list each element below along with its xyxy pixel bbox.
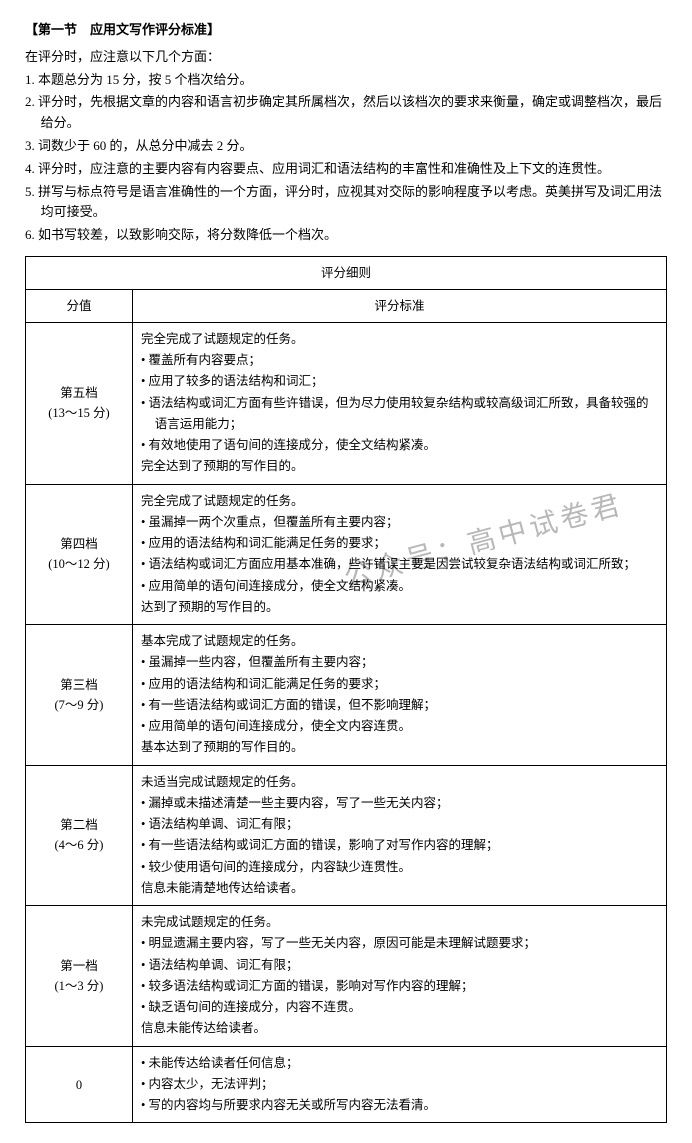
criteria-text: 未适当完成试题规定的任务。 bbox=[141, 772, 658, 793]
tier-range: (10～12 分) bbox=[34, 554, 124, 574]
criteria-bullet: • 有一些语法结构或词汇方面的错误，影响了对写作内容的理解； bbox=[141, 835, 658, 856]
tier-range: (4～6 分) bbox=[34, 835, 124, 855]
rule-1: 1. 本题总分为 15 分，按 5 个档次给分。 bbox=[25, 70, 667, 91]
table-header-row-main: 评分细则 bbox=[26, 256, 667, 289]
tier-label: 第一档 bbox=[34, 956, 124, 976]
criteria-text: 完全达到了预期的写作目的。 bbox=[141, 456, 658, 477]
criteria-bullet: • 虽漏掉一两个次重点，但覆盖所有主要内容； bbox=[141, 512, 658, 533]
criteria-bullet: • 未能传达给读者任何信息； bbox=[141, 1053, 658, 1074]
criteria-bullet: • 明显遗漏主要内容，写了一些无关内容，原因可能是未理解试题要求； bbox=[141, 933, 658, 954]
criteria-text: 达到了预期的写作目的。 bbox=[141, 597, 658, 618]
table-row: 0 • 未能传达给读者任何信息；• 内容太少，无法评判；• 写的内容均与所要求内容… bbox=[26, 1046, 667, 1123]
criteria-bullet: • 缺乏语句间的连接成分，内容不连贯。 bbox=[141, 997, 658, 1018]
criteria-cell: 完全完成了试题规定的任务。• 覆盖所有内容要点；• 应用了较多的语法结构和词汇；… bbox=[133, 322, 667, 484]
criteria-text: 基本完成了试题规定的任务。 bbox=[141, 631, 658, 652]
criteria-text: 完全完成了试题规定的任务。 bbox=[141, 329, 658, 350]
section-title: 【第一节 应用文写作评分标准】 bbox=[25, 20, 667, 41]
table-row: 第二档(4～6 分)未适当完成试题规定的任务。• 漏掉或未描述清楚一些主要内容，… bbox=[26, 765, 667, 906]
criteria-bullet: • 语法结构或词汇方面应用基本准确，些许错误主要是因尝试较复杂语法结构或词汇所致… bbox=[141, 554, 658, 575]
rule-6: 6. 如书写较差，以致影响交际，将分数降低一个档次。 bbox=[25, 225, 667, 246]
tier-label: 第二档 bbox=[34, 815, 124, 835]
score-cell: 第二档(4～6 分) bbox=[26, 765, 133, 906]
table-row: 第一档(1～3 分)未完成试题规定的任务。• 明显遗漏主要内容，写了一些无关内容… bbox=[26, 906, 667, 1047]
tier-label: 0 bbox=[34, 1075, 124, 1095]
criteria-bullet: • 语法结构或词汇方面有些许错误，但为尽力使用较复杂结构或较高级词汇所致，具备较… bbox=[141, 393, 658, 436]
criteria-bullet: • 有效地使用了语句间的连接成分，使全文结构紧凑。 bbox=[141, 435, 658, 456]
criteria-bullet: • 有一些语法结构或词汇方面的错误，但不影响理解； bbox=[141, 695, 658, 716]
criteria-cell: 完全完成了试题规定的任务。• 虽漏掉一两个次重点，但覆盖所有主要内容；• 应用的… bbox=[133, 484, 667, 625]
rule-3: 3. 词数少于 60 的，从总分中减去 2 分。 bbox=[25, 136, 667, 157]
criteria-bullet: • 漏掉或未描述清楚一些主要内容，写了一些无关内容； bbox=[141, 793, 658, 814]
criteria-text: 基本达到了预期的写作目的。 bbox=[141, 737, 658, 758]
table-row: 第三档(7～9 分)基本完成了试题规定的任务。• 虽漏掉一些内容，但覆盖所有主要… bbox=[26, 625, 667, 766]
table-row: 第五档(13～15 分)完全完成了试题规定的任务。• 覆盖所有内容要点；• 应用… bbox=[26, 322, 667, 484]
table-header-row-cols: 分值 评分标准 bbox=[26, 289, 667, 322]
criteria-bullet: • 应用了较多的语法结构和词汇； bbox=[141, 371, 658, 392]
rubric-table: 评分细则 分值 评分标准 第五档(13～15 分)完全完成了试题规定的任务。• … bbox=[25, 256, 667, 1124]
intro-line: 在评分时，应注意以下几个方面： bbox=[25, 47, 667, 68]
header-score: 分值 bbox=[26, 289, 133, 322]
criteria-cell: 基本完成了试题规定的任务。• 虽漏掉一些内容，但覆盖所有主要内容；• 应用的语法… bbox=[133, 625, 667, 766]
score-cell: 第三档(7～9 分) bbox=[26, 625, 133, 766]
criteria-text: 信息未能清楚地传达给读者。 bbox=[141, 878, 658, 899]
rule-5: 5. 拼写与标点符号是语言准确性的一个方面，评分时，应视其对交际的影响程度予以考… bbox=[25, 182, 667, 224]
criteria-cell: 未完成试题规定的任务。• 明显遗漏主要内容，写了一些无关内容，原因可能是未理解试… bbox=[133, 906, 667, 1047]
criteria-cell: • 未能传达给读者任何信息；• 内容太少，无法评判；• 写的内容均与所要求内容无… bbox=[133, 1046, 667, 1123]
criteria-bullet: • 虽漏掉一些内容，但覆盖所有主要内容； bbox=[141, 652, 658, 673]
tier-label: 第五档 bbox=[34, 383, 124, 403]
criteria-bullet: • 应用的语法结构和词汇能满足任务的要求； bbox=[141, 674, 658, 695]
criteria-bullet: • 语法结构单调、词汇有限； bbox=[141, 814, 658, 835]
criteria-bullet: • 应用的语法结构和词汇能满足任务的要求； bbox=[141, 533, 658, 554]
tier-label: 第四档 bbox=[34, 534, 124, 554]
criteria-bullet: • 覆盖所有内容要点； bbox=[141, 350, 658, 371]
rule-2: 2. 评分时，先根据文章的内容和语言初步确定其所属档次，然后以该档次的要求来衡量… bbox=[25, 92, 667, 134]
tier-label: 第三档 bbox=[34, 675, 124, 695]
tier-range: (13～15 分) bbox=[34, 403, 124, 423]
header-criteria: 评分标准 bbox=[133, 289, 667, 322]
criteria-text: 完全完成了试题规定的任务。 bbox=[141, 491, 658, 512]
criteria-bullet: • 应用简单的语句间连接成分，使全文内容连贯。 bbox=[141, 716, 658, 737]
criteria-bullet: • 应用简单的语句间连接成分，使全文结构紧凑。 bbox=[141, 576, 658, 597]
table-row: 第四档(10～12 分)完全完成了试题规定的任务。• 虽漏掉一两个次重点，但覆盖… bbox=[26, 484, 667, 625]
criteria-text: 信息未能传达给读者。 bbox=[141, 1018, 658, 1039]
score-cell: 第四档(10～12 分) bbox=[26, 484, 133, 625]
criteria-bullet: • 较多语法结构或词汇方面的错误，影响对写作内容的理解； bbox=[141, 976, 658, 997]
score-cell: 第五档(13～15 分) bbox=[26, 322, 133, 484]
criteria-bullet: • 较少使用语句间的连接成分，内容缺少连贯性。 bbox=[141, 857, 658, 878]
criteria-cell: 未适当完成试题规定的任务。• 漏掉或未描述清楚一些主要内容，写了一些无关内容；•… bbox=[133, 765, 667, 906]
score-cell: 0 bbox=[26, 1046, 133, 1123]
criteria-bullet: • 写的内容均与所要求内容无关或所写内容无法看清。 bbox=[141, 1095, 658, 1116]
criteria-text: 未完成试题规定的任务。 bbox=[141, 912, 658, 933]
criteria-bullet: • 内容太少，无法评判； bbox=[141, 1074, 658, 1095]
criteria-bullet: • 语法结构单调、词汇有限； bbox=[141, 955, 658, 976]
score-cell: 第一档(1～3 分) bbox=[26, 906, 133, 1047]
tier-range: (7～9 分) bbox=[34, 695, 124, 715]
header-main: 评分细则 bbox=[26, 256, 667, 289]
rule-4: 4. 评分时，应注意的主要内容有内容要点、应用词汇和语法结构的丰富性和准确性及上… bbox=[25, 159, 667, 180]
